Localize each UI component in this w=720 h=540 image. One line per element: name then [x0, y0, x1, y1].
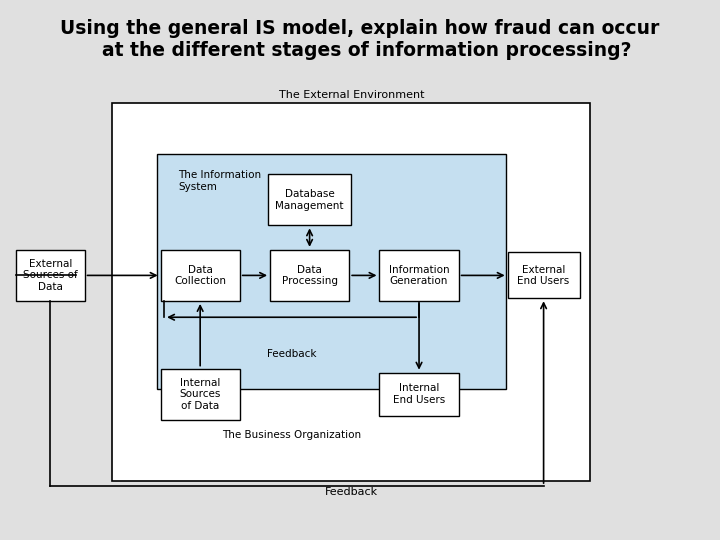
- Text: Feedback: Feedback: [267, 349, 316, 359]
- Bar: [157, 154, 506, 389]
- Bar: [379, 249, 459, 301]
- Text: Database
Management: Database Management: [275, 189, 344, 211]
- Bar: [112, 103, 590, 481]
- Text: The Business Organization: The Business Organization: [222, 430, 361, 440]
- Text: Data
Collection: Data Collection: [174, 265, 226, 286]
- Bar: [268, 174, 351, 226]
- Text: Information
Generation: Information Generation: [389, 265, 449, 286]
- Text: The External Environment: The External Environment: [279, 90, 424, 99]
- Bar: [17, 249, 85, 301]
- Text: Internal
Sources
of Data: Internal Sources of Data: [179, 377, 221, 411]
- Bar: [161, 249, 240, 301]
- Bar: [379, 373, 459, 416]
- Text: Data
Processing: Data Processing: [282, 265, 338, 286]
- Text: External
Sources of
Data: External Sources of Data: [23, 259, 78, 292]
- Text: Using the general IS model, explain how fraud can occur
  at the different stage: Using the general IS model, explain how …: [60, 19, 660, 60]
- Bar: [270, 249, 349, 301]
- Text: Internal
End Users: Internal End Users: [393, 383, 445, 405]
- Bar: [161, 368, 240, 420]
- Text: External
End Users: External End Users: [518, 265, 570, 286]
- Text: Feedback: Feedback: [325, 488, 378, 497]
- Text: The Information
System: The Information System: [179, 170, 261, 192]
- Bar: [508, 253, 580, 298]
